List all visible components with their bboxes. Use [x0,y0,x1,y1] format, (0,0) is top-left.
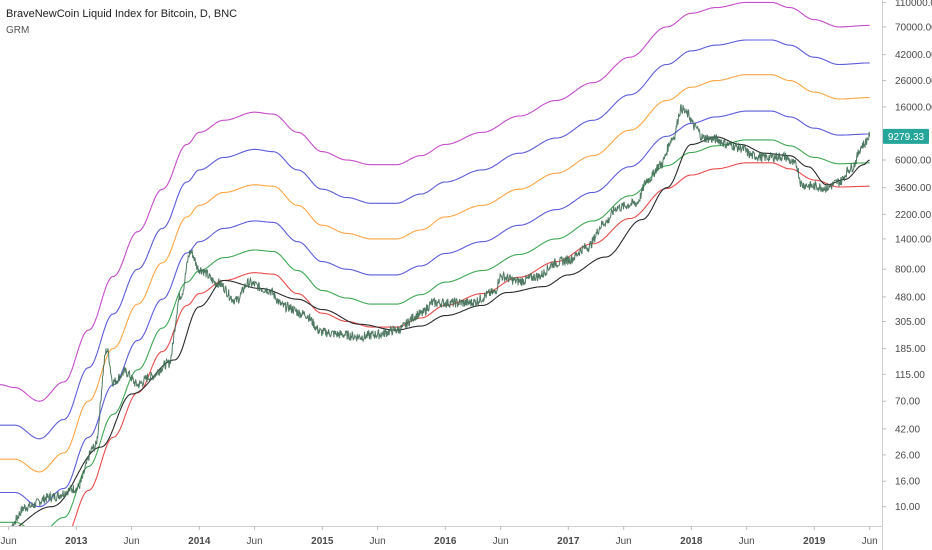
last-price-tag: 9279.33 [883,128,929,144]
x-tick-label: Jun [493,536,509,547]
moving-average-line [18,136,870,526]
y-axis-ticks: 110000.00 70000.00 42000.00 26000.00 16000.0… [882,0,932,513]
indicator-name: GRM [6,25,29,36]
y-tick-label: 115.00 [895,370,925,381]
y-tick-label: 2200.00 [895,210,932,221]
y-tick-label: 42.00 [895,424,920,435]
band-line-2 [0,39,870,440]
x-tick-label: 2018 [680,536,703,547]
y-tick-label: 10.00 [895,502,920,513]
x-tick-label: Jun [124,536,140,547]
y-tick-label: 16000.00 [895,102,932,113]
price-series [10,104,871,526]
y-tick-label: 185.00 [895,344,926,355]
x-tick-label: Jun [1,536,17,547]
y-tick-label: 70.00 [895,397,920,408]
x-tick-label: 2014 [188,536,211,547]
x-tick-label: Jun [739,536,755,547]
x-tick-label: Jun [247,536,263,547]
y-tick-label: 1400.00 [895,234,932,245]
last-price-label: 9279.33 [888,132,925,143]
y-tick-label: 26.00 [895,450,920,461]
y-tick-label: 480.00 [895,292,926,303]
x-tick-label: 2013 [65,536,88,547]
plot-layer [0,1,871,526]
x-tick-label: 2015 [311,536,334,547]
y-tick-label: 6000.00 [895,156,932,167]
x-tick-label: 2016 [434,536,457,547]
x-axis-ticks: Jun 2013 Jun 2014 Jun 2015 Jun 2016 Jun 2017 Jun 20… [1,526,878,547]
y-tick-label: 26000.00 [895,76,932,87]
y-tick-label: 70000.00 [895,22,932,33]
x-tick-label: 2019 [803,536,826,547]
y-tick-label: 110000.00 [895,0,932,9]
x-tick-label: Jun [616,536,632,547]
y-tick-label: 42000.00 [895,50,932,61]
y-tick-label: 800.00 [895,265,926,276]
y-tick-label: 16.00 [895,477,920,488]
band-line-3 [0,74,870,473]
last-price-tag-bg [883,128,929,144]
x-tick-label: Jun [370,536,386,547]
band-line-6 [71,162,870,526]
chart-title: BraveNewCoin Liquid Index for Bitcoin, D… [6,8,237,20]
y-tick-label: 3600.00 [895,183,932,194]
y-tick-label: 305.00 [895,317,926,328]
band-line-1 [0,1,870,402]
x-tick-label: Jun [862,536,878,547]
band-line-4 [0,110,870,508]
x-tick-label: 2017 [557,536,580,547]
